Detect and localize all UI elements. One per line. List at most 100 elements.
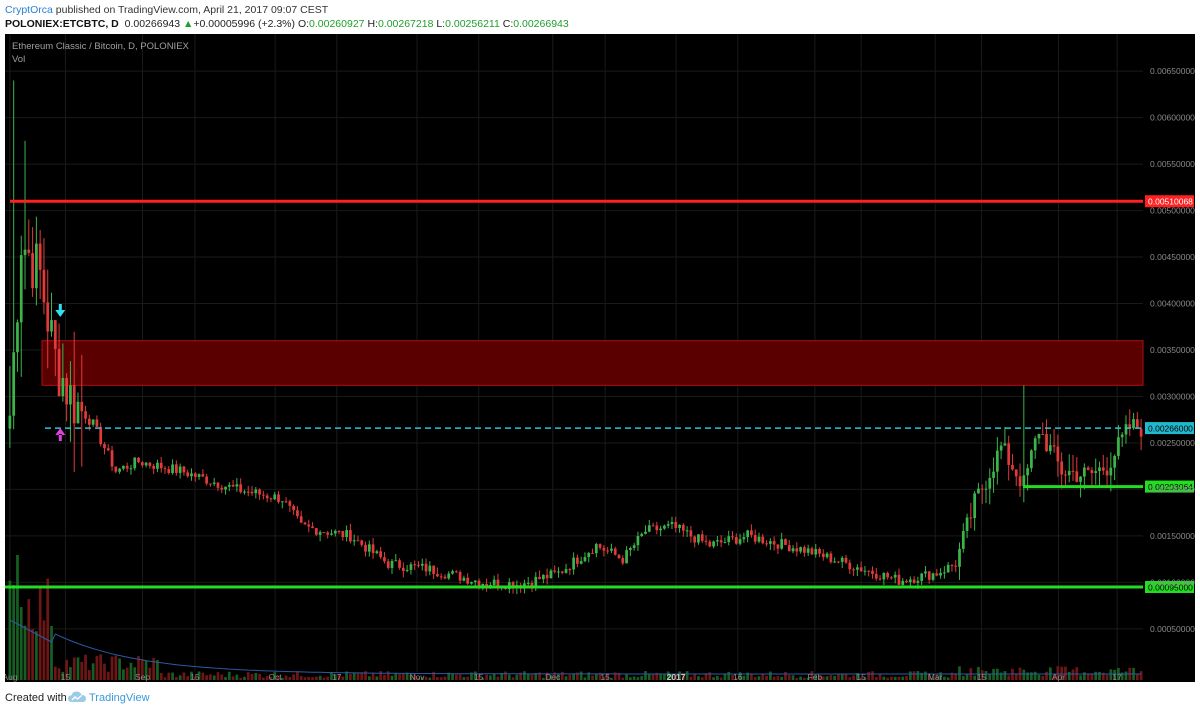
- volume-bar: [205, 675, 208, 680]
- candle-body: [243, 491, 246, 493]
- candle-body: [1033, 438, 1037, 451]
- volume-bar: [1022, 669, 1026, 680]
- candle-body: [935, 573, 939, 576]
- published-text: published on TradingView.com, April 21, …: [52, 4, 329, 16]
- candle-body: [908, 579, 912, 583]
- x-axis-tick-label: 16: [733, 672, 743, 682]
- volume-bar: [262, 677, 265, 680]
- volume-bar: [224, 677, 227, 680]
- candle-body: [878, 578, 882, 580]
- volume-bar: [545, 672, 549, 680]
- volume-bar: [977, 666, 980, 680]
- volume-bar: [303, 677, 307, 680]
- candle-body: [810, 548, 814, 555]
- candle-body: [35, 243, 38, 289]
- candle-body: [50, 320, 53, 332]
- candle-body: [708, 541, 712, 547]
- candle-body: [314, 528, 318, 535]
- volume-bar: [227, 671, 231, 680]
- candle-body: [118, 468, 121, 472]
- volume-bar: [564, 676, 568, 680]
- volume-bar: [799, 676, 802, 680]
- candle-body: [386, 561, 390, 568]
- candle-body: [840, 557, 844, 562]
- volume-bar: [939, 672, 942, 680]
- candle-body: [977, 488, 980, 494]
- volume-bar: [8, 580, 12, 680]
- volume-bar: [765, 675, 768, 680]
- volume-bar: [1113, 669, 1116, 680]
- candle-body: [379, 551, 383, 558]
- candle-body: [965, 517, 969, 531]
- author-link[interactable]: CryptOrca: [5, 4, 53, 16]
- price-level-label-bg: [1145, 422, 1194, 435]
- candle-body: [265, 495, 269, 499]
- candle-body: [920, 573, 924, 581]
- candle-body: [716, 540, 719, 542]
- volume-bar: [103, 663, 106, 680]
- candle-body: [57, 349, 61, 397]
- candle-body: [110, 450, 114, 467]
- volume-bar: [693, 673, 697, 680]
- candle-body: [583, 557, 587, 562]
- tradingview-cloud-icon[interactable]: [67, 690, 87, 704]
- price-chart[interactable]: 0.00510068 0.00266000 0.00203064 0.00095000…: [5, 34, 1195, 682]
- volume-bar: [133, 667, 137, 680]
- volume-bar: [292, 674, 296, 680]
- candle-body: [980, 488, 984, 490]
- candle-body: [1086, 467, 1090, 471]
- candle-body: [103, 444, 106, 449]
- candle-body: [727, 536, 731, 543]
- candle-body: [1071, 470, 1075, 472]
- candle-body: [1109, 467, 1113, 476]
- chart-panel[interactable]: 0.00510068 0.00266000 0.00203064 0.00095000…: [5, 34, 1195, 682]
- volume-bar: [530, 674, 534, 680]
- x-axis-tick-label: Dec: [545, 672, 561, 682]
- volume-bar: [833, 675, 837, 680]
- candle-body: [125, 465, 129, 469]
- volume-bar: [700, 677, 704, 680]
- candle-body: [927, 571, 931, 580]
- price-level-label-bg: [1145, 581, 1194, 593]
- candle-body: [1094, 471, 1098, 474]
- candle-body: [738, 539, 742, 544]
- candle-body: [670, 521, 674, 525]
- candle-body: [333, 530, 337, 534]
- candle-body: [852, 569, 855, 571]
- volume-bar: [209, 674, 212, 680]
- candle-body: [360, 540, 364, 545]
- volume-bar: [326, 676, 330, 680]
- tradingview-brand[interactable]: TradingView: [89, 692, 150, 704]
- candle-body: [753, 535, 757, 542]
- candle-body: [1014, 469, 1018, 477]
- volume-bar: [311, 677, 314, 680]
- volume-bar: [337, 674, 341, 680]
- volume-bar: [848, 677, 852, 680]
- price-level-label: 0.00510068: [1148, 197, 1193, 207]
- volume-bar: [265, 676, 269, 680]
- candle-body: [91, 419, 95, 425]
- x-axis-tick-label: 15: [474, 672, 484, 682]
- volume-bar: [246, 672, 250, 680]
- candle-body: [693, 536, 697, 543]
- candle-body: [367, 544, 371, 552]
- volume-bar: [670, 674, 674, 680]
- candle-body: [576, 557, 579, 564]
- candle-body: [897, 574, 901, 585]
- candle-body: [280, 501, 284, 503]
- volume-bar: [420, 677, 424, 680]
- candle-body: [27, 249, 31, 253]
- volume-bar: [110, 656, 114, 680]
- volume-bar: [954, 673, 958, 680]
- candle-body: [587, 552, 591, 558]
- candle-body: [594, 544, 598, 554]
- candle-body: [1007, 443, 1011, 465]
- x-axis-tick-label: 17: [332, 672, 342, 682]
- candle-body: [239, 484, 243, 493]
- volume-bar: [712, 677, 715, 680]
- candle-body: [1026, 468, 1029, 476]
- volume-bar: [507, 674, 511, 680]
- volume-bar: [931, 677, 935, 680]
- candle-body: [553, 570, 557, 572]
- volume-bar: [254, 673, 258, 680]
